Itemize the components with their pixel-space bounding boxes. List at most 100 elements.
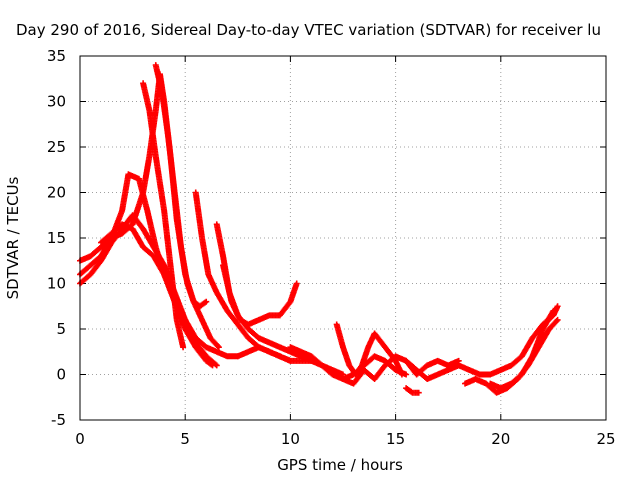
series-marker (214, 343, 221, 350)
data-point (487, 380, 494, 387)
data-point (365, 344, 372, 351)
data-point (173, 316, 180, 323)
data-point (382, 362, 389, 369)
grid-lines (80, 56, 606, 420)
data-point (371, 330, 378, 337)
data-point (333, 321, 340, 328)
data-point (529, 353, 536, 360)
data-point (203, 344, 210, 351)
data-point (550, 307, 557, 314)
data-point (287, 344, 294, 351)
data-point (472, 376, 479, 383)
data-point (213, 221, 220, 228)
data-point (161, 262, 168, 269)
data-point (245, 335, 252, 342)
data-point (497, 385, 504, 392)
data-point (297, 357, 304, 364)
data-point (184, 280, 191, 287)
data-point (199, 235, 206, 241)
data-point (135, 175, 142, 182)
data-point (403, 385, 410, 392)
data-point (413, 366, 420, 373)
data-point (140, 244, 147, 251)
data-point (346, 362, 353, 369)
data-point (234, 321, 241, 328)
data-point (140, 225, 147, 232)
data-point (245, 321, 252, 328)
data-point (108, 239, 115, 246)
data-point (340, 376, 346, 383)
data-point (546, 326, 553, 332)
data-point (87, 262, 94, 269)
data-point (361, 366, 368, 373)
data-point (161, 207, 168, 214)
data-point (508, 362, 515, 369)
data-point (318, 362, 325, 369)
data-point (224, 353, 231, 360)
data-point (308, 353, 315, 360)
data-point (276, 344, 283, 351)
data-point (255, 316, 262, 323)
data-point (266, 339, 273, 346)
data-point (129, 212, 136, 219)
data-point (146, 107, 153, 114)
data-point (462, 380, 469, 387)
data-point (487, 371, 494, 378)
data-point (245, 348, 252, 355)
x-axis-label: GPS time / hours (277, 456, 403, 474)
data-point (415, 389, 422, 396)
data-point (108, 230, 115, 237)
x-tick-label: 5 (180, 430, 190, 448)
axis-ticks: 0 5 10 15 20 25 -5 0 5 10 15 20 25 30 35 (47, 47, 616, 448)
data-point (554, 316, 561, 323)
series-18 (488, 309, 556, 391)
data-point (350, 380, 357, 387)
data-point (476, 371, 483, 378)
data-point (497, 366, 504, 373)
data-point (207, 335, 214, 342)
data-point (266, 312, 273, 319)
y-tick-label: 35 (47, 47, 66, 65)
data-point (199, 316, 206, 323)
data-point (276, 312, 283, 319)
data-point (87, 253, 94, 260)
data-point (152, 153, 159, 160)
data-point (192, 189, 199, 196)
data-point (276, 353, 283, 360)
data-point (98, 257, 105, 264)
data-point (150, 253, 157, 260)
data-points (77, 62, 561, 396)
data-point (190, 298, 197, 305)
y-tick-label: 20 (47, 184, 66, 202)
data-point (146, 153, 153, 160)
plot-frame (79, 55, 607, 421)
data-point (297, 348, 304, 355)
data-point (554, 303, 561, 310)
data-point (87, 271, 94, 278)
data-point (213, 348, 220, 355)
data-point (236, 316, 243, 323)
data-point (152, 62, 159, 69)
y-tick-label: 30 (47, 93, 66, 111)
data-point (213, 289, 220, 296)
data-point (266, 348, 273, 355)
data-point (329, 371, 336, 378)
data-point (255, 344, 262, 351)
chart-title: Day 290 of 2016, Sidereal Day-to-day VTE… (16, 21, 601, 39)
data-point (167, 262, 174, 269)
y-tick-label: 5 (56, 320, 66, 338)
data-point (255, 335, 262, 342)
data-point (398, 371, 405, 378)
data-point (508, 380, 515, 387)
data-point (205, 271, 212, 278)
y-tick-label: 10 (47, 275, 66, 293)
data-point (518, 371, 525, 378)
y-tick-label: 15 (47, 229, 66, 247)
series-marker (212, 361, 219, 368)
series-marker (553, 318, 560, 325)
data-point (119, 207, 126, 214)
data-point (424, 362, 431, 369)
x-tick-label: 15 (386, 430, 405, 448)
data-point (98, 239, 105, 246)
